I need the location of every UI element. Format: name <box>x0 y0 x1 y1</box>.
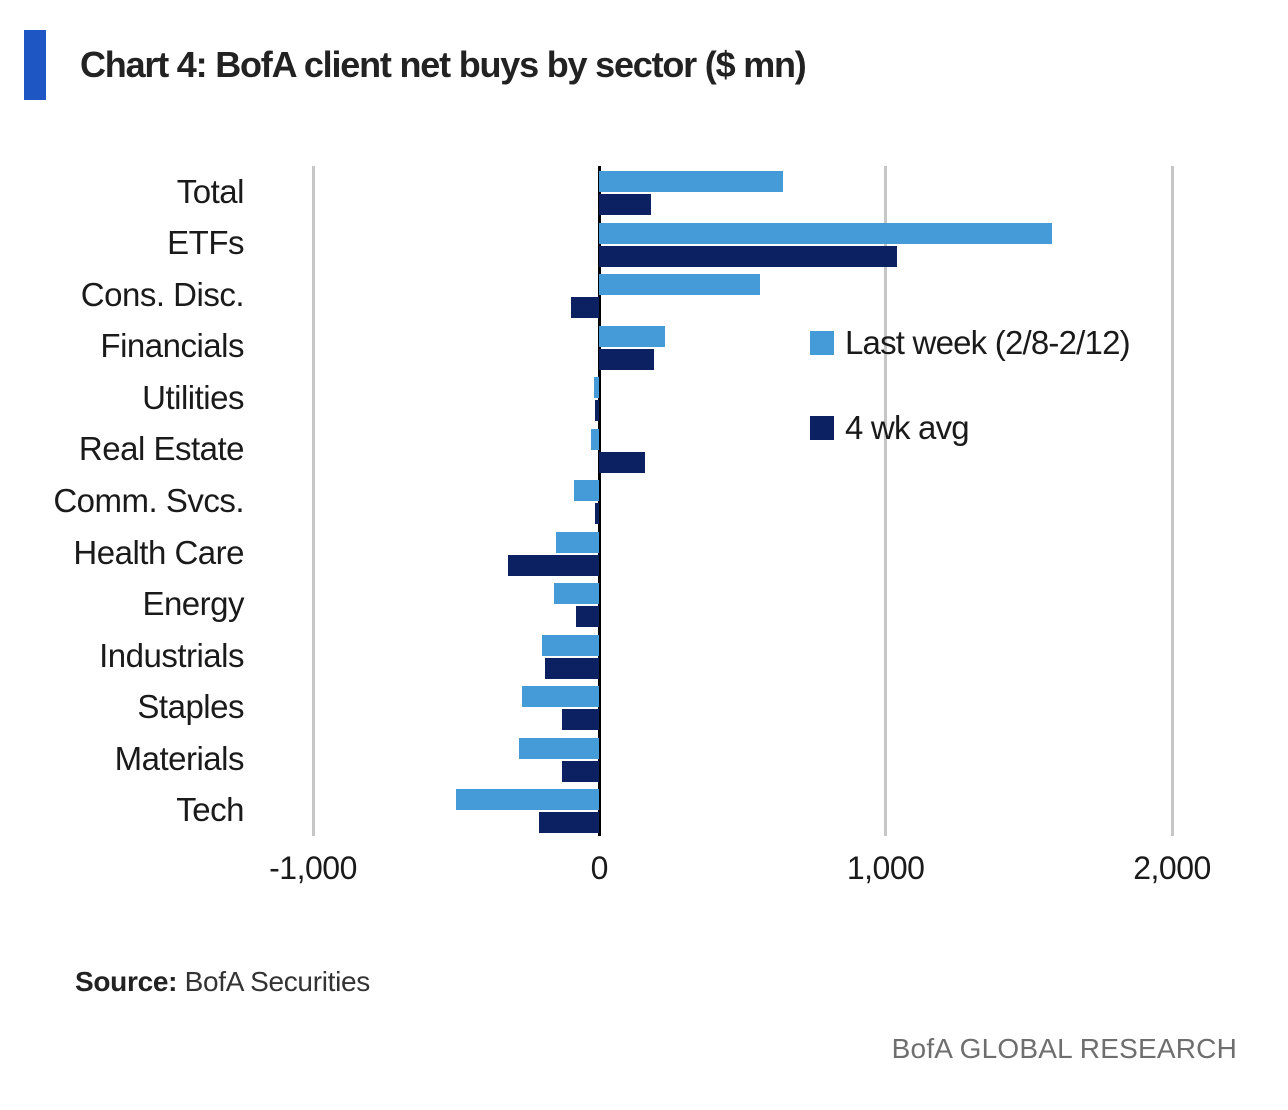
category-label-staples: Staples <box>137 688 244 726</box>
category-label-total: Total <box>176 172 245 210</box>
bar-last-week-staples <box>522 686 600 708</box>
bar-4wk-avg-real-estate <box>599 451 646 473</box>
category-label-industrials: Industrials <box>99 636 244 674</box>
category-label-utilities: Utilities <box>142 378 244 416</box>
bar-4wk-avg-staples <box>562 709 600 731</box>
bar-last-week-utilities <box>593 377 600 399</box>
category-label-financials: Financials <box>100 327 244 365</box>
bar-4wk-avg-cons-disc <box>570 297 600 319</box>
bar-last-week-health-care <box>556 531 600 553</box>
bar-4wk-avg-financials <box>599 348 654 370</box>
source-note: Source: BofA Securities <box>75 966 370 998</box>
legend-swatch-last-week <box>810 331 834 355</box>
bar-last-week-real-estate <box>590 428 600 450</box>
legend-label-4wk-avg: 4 wk avg <box>845 409 970 446</box>
bofa-global-research-watermark: BofA GLOBAL RESEARCH <box>891 1033 1237 1064</box>
bar-4wk-avg-industrials <box>544 657 600 679</box>
bar-4wk-avg-comm-svcs <box>595 503 600 525</box>
x-tick-2000: 2,000 <box>1133 850 1211 886</box>
bar-4wk-avg-etfs <box>599 245 898 267</box>
category-axis: Total ETFs Cons. Disc. Financials Utilities R… <box>0 166 256 836</box>
bar-last-week-energy <box>553 583 600 605</box>
category-label-health-care: Health Care <box>73 533 244 571</box>
category-label-cons-disc: Cons. Disc. <box>80 275 245 313</box>
source-text: BofA Securities <box>177 966 371 997</box>
x-tick--1000: -1,000 <box>269 850 357 886</box>
category-label-etfs: ETFs <box>167 224 244 262</box>
category-label-real-estate: Real Estate <box>78 430 245 468</box>
legend-item-4wk-avg: 4 wk avg <box>810 409 970 447</box>
legend-label-last-week: Last week (2/8-2/12) <box>845 324 1131 361</box>
title-accent-bar <box>24 30 46 100</box>
plot-area: Last week (2/8-2/12) 4 wk avg <box>270 166 1250 836</box>
gridline--1000 <box>311 166 315 836</box>
bar-last-week-etfs <box>599 222 1052 244</box>
bar-last-week-financials <box>599 325 666 347</box>
category-label-energy: Energy <box>142 585 244 623</box>
bar-last-week-tech <box>456 789 600 811</box>
bar-4wk-avg-tech <box>539 812 600 834</box>
bar-last-week-comm-svcs <box>573 480 600 502</box>
category-label-materials: Materials <box>114 739 245 777</box>
category-label-tech: Tech <box>176 791 244 829</box>
legend-item-last-week: Last week (2/8-2/12) <box>810 324 1131 362</box>
bar-4wk-avg-health-care <box>507 554 600 576</box>
bar-last-week-total <box>599 171 783 192</box>
bar-last-week-materials <box>519 737 600 759</box>
chart-title: Chart 4: BofA client net buys by sector … <box>80 44 807 85</box>
x-tick-0: 0 <box>590 850 609 886</box>
bar-4wk-avg-energy <box>576 606 600 628</box>
bar-last-week-cons-disc <box>599 274 760 296</box>
legend-swatch-4wk-avg <box>810 416 834 440</box>
bar-4wk-avg-utilities <box>595 400 600 422</box>
source-label: Source: <box>75 966 178 997</box>
category-label-comm-svcs: Comm. Svcs. <box>53 481 244 519</box>
bar-4wk-avg-total <box>599 194 651 215</box>
zero-axis-line <box>597 166 601 836</box>
bar-4wk-avg-materials <box>562 760 600 782</box>
x-tick-1000: 1,000 <box>846 850 925 886</box>
gridline-1000 <box>884 166 888 836</box>
gridline-2000 <box>1170 166 1174 836</box>
bar-last-week-industrials <box>542 634 600 656</box>
